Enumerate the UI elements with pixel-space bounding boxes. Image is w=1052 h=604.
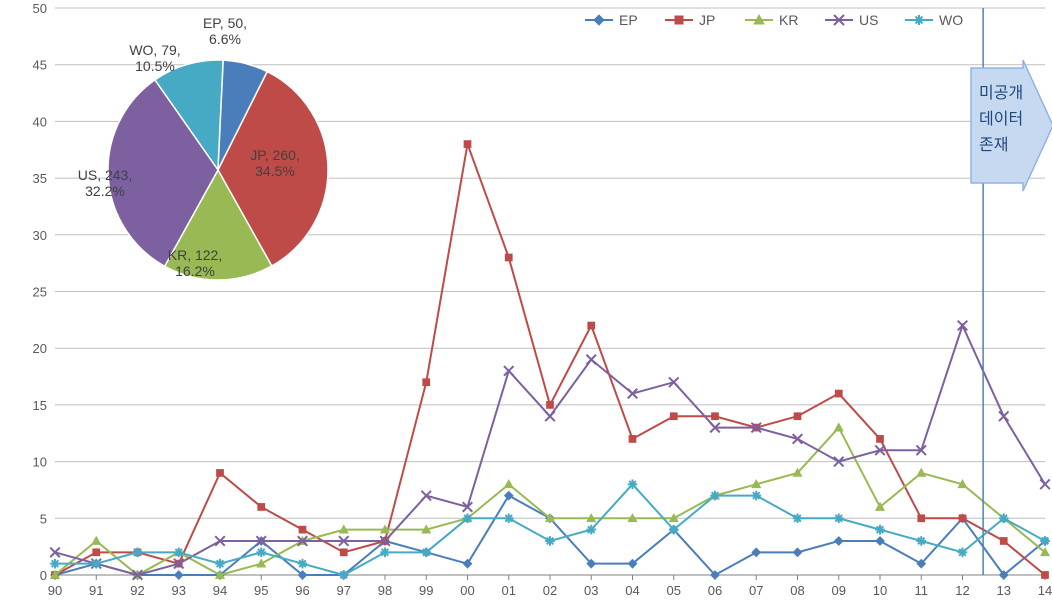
pie-label-WO: WO, 79,	[129, 42, 180, 58]
chart-container: 05101520253035404550 9091929394959697989…	[0, 0, 1052, 604]
legend-label: EP	[619, 12, 638, 28]
series-KR	[51, 423, 1049, 578]
legend: EP JP KR US WO	[585, 12, 963, 28]
x-tick-label: 01	[502, 583, 516, 598]
y-tick-label: 20	[33, 341, 47, 356]
x-tick-label: 10	[873, 583, 887, 598]
x-tick-label: 02	[543, 583, 557, 598]
x-tick-label: 94	[213, 583, 227, 598]
y-tick-label: 45	[33, 58, 47, 73]
pie-label-KR: 16.2%	[175, 263, 215, 279]
y-axis: 0 5 10 15 20 25 30 35 40 45 50	[33, 1, 47, 583]
x-tick-label: 92	[130, 583, 144, 598]
x-tick-label: 99	[419, 583, 433, 598]
x-tick-label: 04	[625, 583, 639, 598]
x-tick-label: 09	[832, 583, 846, 598]
x-axis: 90 91 92 93 94 95 96 97 98 99 00 01 02 03 04 05 06 07 08 09…	[48, 575, 1052, 598]
legend-item-EP: EP	[585, 12, 638, 28]
y-tick-label: 35	[33, 171, 47, 186]
y-tick-label: 50	[33, 1, 47, 16]
x-tick-label: 97	[337, 583, 351, 598]
x-tick-label: 03	[584, 583, 598, 598]
legend-item-JP: JP	[665, 12, 715, 28]
y-tick-label: 0	[40, 568, 47, 583]
chart-svg: 05101520253035404550 9091929394959697989…	[0, 0, 1052, 604]
callout-text-line: 미공개	[979, 84, 1023, 102]
x-tick-label: 12	[955, 583, 969, 598]
pie-label-EP: 6.6%	[209, 31, 241, 47]
legend-item-US: US	[825, 12, 878, 28]
legend-label: KR	[779, 12, 798, 28]
x-tick-label: 90	[48, 583, 62, 598]
pie-label-US: 32.2%	[85, 183, 125, 199]
callout-arrow: 미공개데이터존재	[971, 60, 1052, 191]
pie-label-JP: JP, 260,	[250, 147, 300, 163]
pie-label-KR: KR, 122,	[168, 247, 222, 263]
y-tick-label: 10	[33, 455, 47, 470]
legend-item-KR: KR	[745, 12, 798, 28]
x-tick-label: 95	[254, 583, 268, 598]
y-tick-label: 5	[40, 511, 47, 526]
x-tick-label: 05	[667, 583, 681, 598]
pie-label-US: US, 243,	[78, 167, 132, 183]
x-tick-label: 07	[749, 583, 763, 598]
x-tick-label: 93	[172, 583, 186, 598]
legend-item-WO: WO	[905, 12, 963, 28]
x-tick-label: 08	[790, 583, 804, 598]
x-tick-label: 96	[295, 583, 309, 598]
x-tick-label: 14	[1038, 583, 1052, 598]
legend-label: JP	[699, 12, 715, 28]
x-tick-label: 00	[460, 583, 474, 598]
x-tick-label: 13	[997, 583, 1011, 598]
x-tick-label: 91	[89, 583, 103, 598]
x-tick-label: 98	[378, 583, 392, 598]
y-tick-label: 30	[33, 228, 47, 243]
y-tick-label: 25	[33, 285, 47, 300]
pie-label-JP: 34.5%	[255, 163, 295, 179]
legend-label: US	[859, 12, 878, 28]
pie-chart-inset: WO, 79,10.5% EP, 50,6.6% JP, 260,34.5% KR, …	[78, 15, 328, 280]
legend-label: WO	[939, 12, 963, 28]
x-tick-label: 06	[708, 583, 722, 598]
callout-text-line: 데이터	[979, 110, 1023, 128]
y-tick-label: 40	[33, 114, 47, 129]
y-tick-label: 15	[33, 398, 47, 413]
callout-text-line: 존재	[979, 136, 1008, 154]
pie-label-WO: 10.5%	[135, 58, 175, 74]
pie-label-EP: EP, 50,	[203, 15, 247, 31]
x-tick-label: 11	[915, 583, 929, 598]
